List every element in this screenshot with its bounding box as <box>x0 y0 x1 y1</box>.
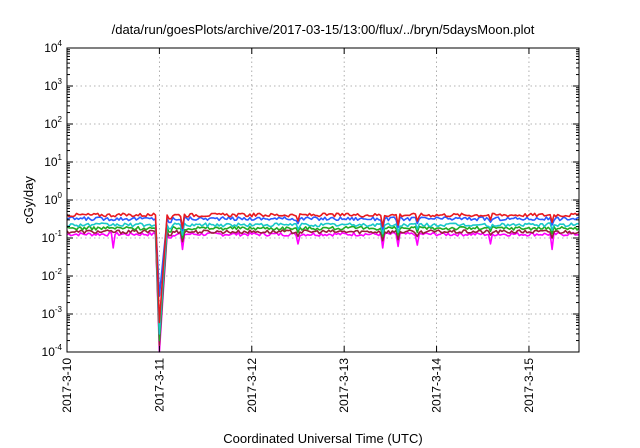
x-axis: 2017-3-10 2017-3-11 2017-3-12 2017-3-13 2017… <box>60 48 536 413</box>
series-line <box>66 212 580 324</box>
y-tick-label: 10-3 <box>42 305 63 321</box>
series-line <box>66 216 580 297</box>
y-axis-label: cGy/day <box>21 176 36 224</box>
x-tick-label: 2017-3-14 <box>430 358 444 413</box>
y-tick-label: 10-4 <box>42 343 63 359</box>
y-tick-label: 103 <box>44 77 62 93</box>
x-tick-label: 2017-3-10 <box>60 358 74 413</box>
y-tick-label: 101 <box>44 153 62 169</box>
series-layer <box>66 212 580 353</box>
grid-lines <box>67 48 579 352</box>
series-line <box>66 222 580 335</box>
y-axis: 10-4 10-3 10-2 10-1 100 101 102 103 104 <box>42 39 579 359</box>
y-tick-label: 100 <box>44 191 62 207</box>
x-tick-label: 2017-3-11 <box>152 358 166 412</box>
y-tick-label: 102 <box>44 115 62 131</box>
x-axis-label: Coordinated Universal Time (UTC) <box>223 431 422 446</box>
series-line <box>66 225 580 342</box>
x-tick-label: 2017-3-13 <box>337 358 351 413</box>
series-line <box>66 231 580 353</box>
x-tick-label: 2017-3-15 <box>522 358 536 413</box>
series-line <box>66 229 580 347</box>
y-tick-label: 10-2 <box>42 267 63 283</box>
chart-title: /data/run/goesPlots/archive/2017-03-15/1… <box>112 22 535 37</box>
x-tick-label: 2017-3-12 <box>245 358 259 413</box>
y-tick-label: 10-1 <box>42 229 63 245</box>
y-tick-label: 104 <box>44 39 62 55</box>
